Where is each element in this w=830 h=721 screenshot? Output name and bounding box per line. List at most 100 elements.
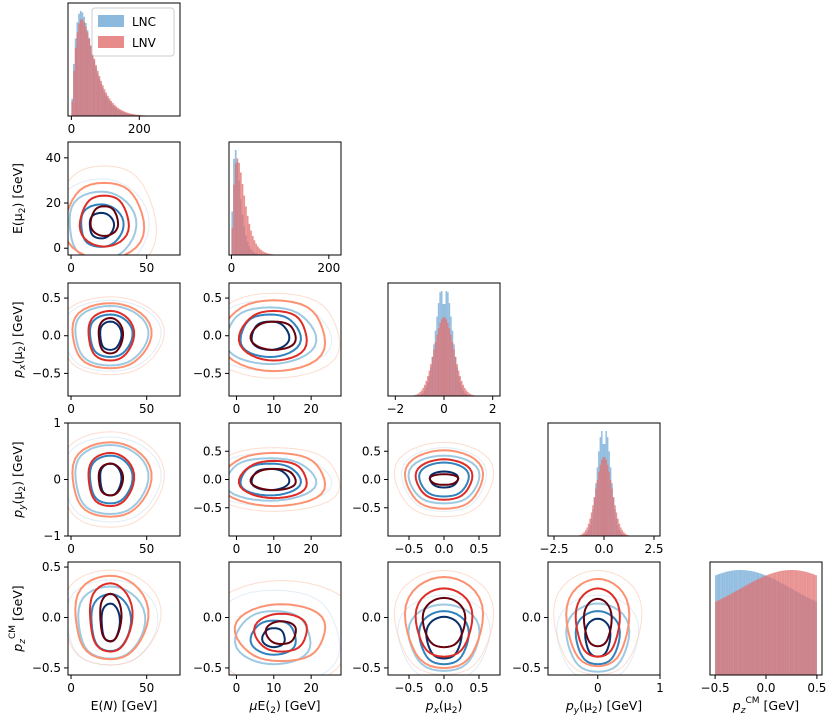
contour-lnv-level-2 <box>87 451 136 508</box>
hist-bar-lnv <box>796 570 799 675</box>
hist-bar-lnv <box>137 114 140 116</box>
contour-lines <box>393 569 495 675</box>
contour-lnc-level-1 <box>74 443 150 516</box>
hist-bar-lnv <box>462 384 465 396</box>
y-axis-label-4: pzCM [GeV] <box>8 585 28 652</box>
hist-bar-lnv <box>774 572 777 675</box>
hist-bar-lnv <box>93 58 96 116</box>
hist-bar-lnv <box>771 573 773 675</box>
hist-bar-lnv <box>598 471 600 536</box>
hist-bar-lnv <box>132 114 135 116</box>
y-tick-label: 0.0 <box>362 610 381 624</box>
contour-lnv-level-2 <box>414 458 474 501</box>
hist-bar-lnv <box>611 488 613 536</box>
hist-bar-lnv <box>79 19 82 116</box>
hist-bar-lnv <box>742 587 744 675</box>
y-tick-label: 0.5 <box>362 444 381 458</box>
hist-bar-lnv <box>428 370 431 396</box>
hist-bar-lnv <box>737 590 739 675</box>
x-tick-label: 10 <box>266 681 281 695</box>
hist-bar-lnv <box>101 85 104 116</box>
hist-bar-lnv <box>267 253 269 255</box>
hist-bar-lnv <box>777 571 780 675</box>
hist-bar-lnv <box>605 459 607 536</box>
hist-bar-lnv <box>454 356 457 396</box>
hist-bar-lnv <box>606 464 609 536</box>
contour-lnc-level-0 <box>68 299 162 372</box>
contour-lines <box>68 296 165 376</box>
hist-bar-lnv <box>257 246 259 255</box>
hist-bar-lnv <box>799 570 802 675</box>
contour-panel-r3-c2 <box>387 422 501 537</box>
hist-bar-lnv <box>83 22 85 116</box>
legend-swatch-lnc <box>98 15 124 27</box>
hist-bar-lnv <box>615 512 618 536</box>
hist-bar-lnv <box>243 195 246 255</box>
hist-bar-lnv <box>88 38 91 116</box>
hist-bar-lnv <box>808 572 811 675</box>
hist-bar-lnv <box>735 590 738 675</box>
x-tick-label: 2 <box>489 402 497 416</box>
x-axis-label-0: E(N) [GeV] <box>91 698 158 713</box>
hist-bar-lnv <box>431 356 434 396</box>
contour-lnv-level-0 <box>553 569 643 675</box>
hist-bar-lnv <box>450 334 452 396</box>
x-tick-label: 20 <box>303 542 318 556</box>
hist-bar-lnv <box>584 530 587 536</box>
hist-bar-lnv <box>623 532 625 536</box>
contour-lnc-level-2 <box>239 313 302 359</box>
y-tick-label: 0.5 <box>203 444 222 458</box>
contour-lnc-level-3 <box>425 615 463 660</box>
hist-bar-lnv <box>434 341 437 396</box>
hist-bar-lnv <box>740 588 743 675</box>
y-tick-label: 0.0 <box>42 329 61 343</box>
contour-lnc-level-1 <box>229 306 318 366</box>
contour-lnv-level-2 <box>88 582 134 653</box>
y-tick-label: −1 <box>43 529 61 543</box>
hist-bar-lnv <box>416 394 418 396</box>
hist-bar-lnv <box>788 570 790 675</box>
hist-bar-lnv <box>98 76 101 116</box>
hist-bar-lnv <box>759 578 761 675</box>
x-tick-label: 0.5 <box>807 681 826 695</box>
hist-bar-lnv <box>769 573 772 675</box>
hist-bar-lnv <box>248 223 251 255</box>
x-axis-label-4: pzCM [GeV] <box>732 696 799 716</box>
hist-bar-lnv <box>716 600 719 675</box>
hist-bar-lnv <box>593 497 596 536</box>
contour-frame <box>67 561 181 676</box>
contour-lnv-level-1 <box>403 575 485 670</box>
hist-bar-lnv <box>122 110 124 116</box>
hist-bar-lnv <box>767 574 770 675</box>
y-axis-label-1: E(μ2) [GeV] <box>10 163 28 234</box>
hist-bar-lnv <box>118 109 121 116</box>
hist-bar-lnv <box>612 497 615 536</box>
hist-bar-lnv <box>425 380 428 396</box>
x-tick-label: 0 <box>594 681 602 695</box>
hist-bar-lnv <box>726 595 729 675</box>
contour-lines <box>229 447 341 512</box>
hist-bar-lnv <box>427 376 429 396</box>
hist-bar-lnv <box>793 570 795 675</box>
hist-bar-lnv <box>120 110 123 116</box>
hist-bar-lnv <box>448 328 451 396</box>
histogram-panel-3: −2.5 0.0 2.5 <box>539 422 664 556</box>
hist-bar-lnv <box>108 98 111 116</box>
y-axis-label-3: py(μ2) [GeV] <box>10 441 28 518</box>
hist-bar-lnv <box>749 583 751 675</box>
hist-bar-lnv <box>614 505 616 536</box>
hist-bar-lnv <box>754 580 756 675</box>
contour-lines <box>553 569 643 675</box>
hist-bar-lnv <box>621 530 624 536</box>
hist-bar-lnv <box>803 571 806 675</box>
hist-bar-lnv <box>460 380 463 396</box>
hist-bar-lnv <box>74 47 77 116</box>
hist-bar-lnv <box>76 32 79 116</box>
hist-bar-lnv <box>772 572 775 675</box>
contour-lnv-level-2 <box>87 309 136 362</box>
x-tick-label: 50 <box>139 542 154 556</box>
hist-bar-lnv <box>620 527 622 536</box>
y-tick-label: −0.5 <box>512 661 541 675</box>
x-tick-label: 0.0 <box>756 681 775 695</box>
